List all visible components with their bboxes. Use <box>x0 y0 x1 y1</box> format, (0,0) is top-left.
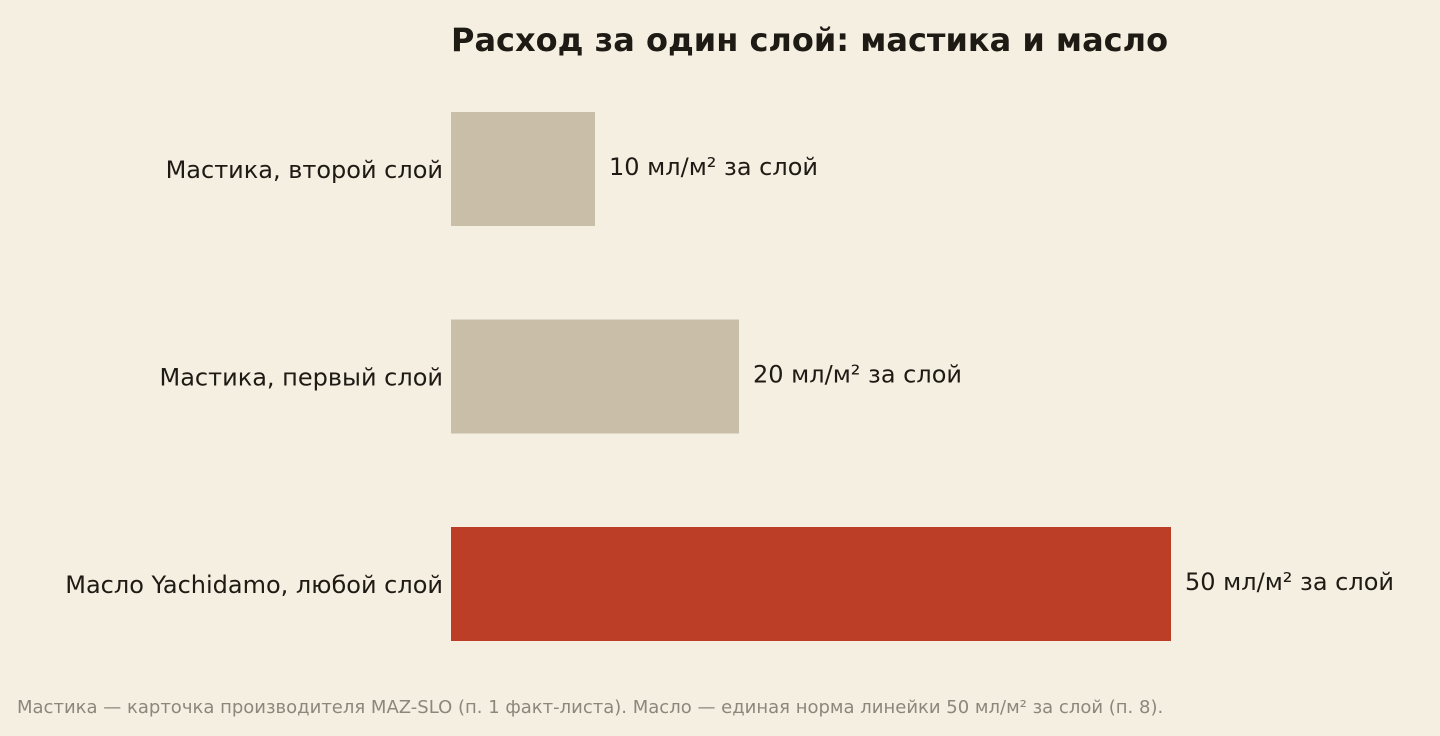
footnote: Мастика — карточка производителя MAZ-SLO… <box>17 697 1164 718</box>
category-label: Мастика, первый слой <box>160 364 443 392</box>
chart-title: Расход за один слой: мастика и масло <box>451 21 1169 59</box>
bar-3 <box>451 527 1171 641</box>
value-label: 10 мл/м² за слой <box>609 153 818 181</box>
bars-layer <box>451 112 1171 641</box>
bar-chart: Мастика, второй слой 10 мл/м² за слой Маст… <box>65 112 1394 641</box>
bar-2 <box>451 319 739 434</box>
bar-1 <box>451 112 595 226</box>
labels-layer: Мастика, второй слой 10 мл/м² за слой Маст… <box>65 153 1394 599</box>
category-label: Мастика, второй слой <box>166 156 443 184</box>
category-label: Масло Yachidamo, любой слой <box>65 571 443 599</box>
value-label: 20 мл/м² за слой <box>753 361 962 389</box>
value-label: 50 мл/м² за слой <box>1185 568 1394 596</box>
